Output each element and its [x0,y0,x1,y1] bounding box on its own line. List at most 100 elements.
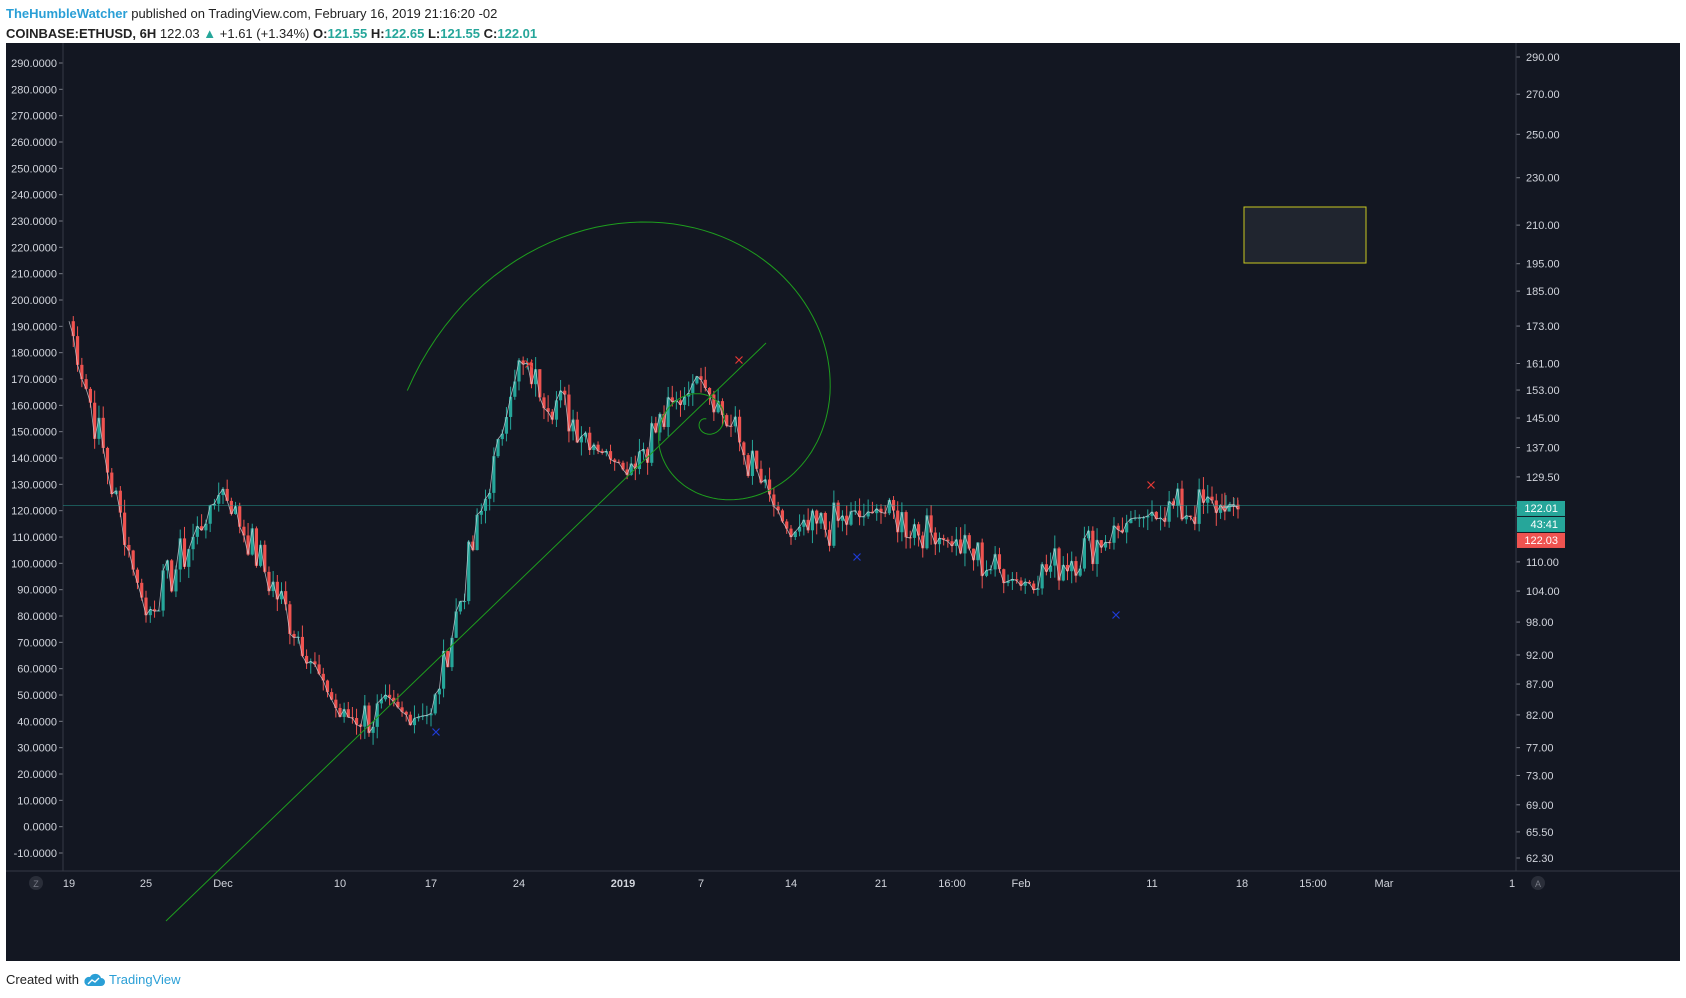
chart-background [6,43,1680,961]
candle-body [200,526,204,531]
candle-body [363,705,367,727]
candle-body [229,500,233,514]
candle-body [925,515,929,549]
close-label: C: [483,26,498,41]
tradingview-brand-link[interactable]: TradingView [108,972,181,987]
candle-body [625,469,629,475]
candle-body [1184,515,1188,520]
price-line [68,321,1239,734]
time-axis-label: Mar [1375,878,1394,890]
candle-body [421,715,425,717]
price-chart[interactable]: 290.0000280.0000270.0000260.0000250.0000… [6,43,1680,961]
candle-body [330,692,334,700]
last-price-tag: 122.01 [1517,500,1565,516]
candle-body [646,449,650,463]
candle-body [1032,583,1036,590]
candle-body [1146,515,1150,518]
tradingview-cloud-icon [84,973,105,986]
candle-body [1180,488,1184,520]
last-price-tag-label: 122.01 [1524,503,1558,515]
candle-body [836,502,840,521]
right-price-axis[interactable]: 290.00 270.00 250.00 230.00 210.00 195.00 185.… [1516,52,1560,865]
candle-body [993,554,997,570]
symbol-label: COINBASE:ETHUSD, 6H [6,26,157,41]
left-axis-tick-label: 40.0000 [17,716,57,728]
left-axis-tick-label: 140.0000 [11,453,57,465]
candle-body [471,541,475,551]
candle-body [225,488,229,501]
time-axis-label: 18 [1236,878,1248,890]
candle-body [929,515,933,533]
candle-body [785,521,789,529]
left-axis-tick-label: 280.0000 [11,84,57,96]
left-axis-tick-label: 210.0000 [11,269,57,281]
candle-body [755,450,759,469]
right-axis-tick-label: 210.00 [1526,220,1560,232]
drawings-layer[interactable] [165,206,1367,922]
left-axis-tick-label: -10.0000 [14,848,57,860]
candle-body [110,472,114,495]
left-axis-tick-label: 30.0000 [17,743,57,755]
candle-body [802,519,806,527]
right-axis-tick-label: 65.50 [1526,827,1554,839]
candle-body [588,432,592,451]
created-with-text: Created with [6,972,79,987]
candle-body [118,490,122,513]
candle-body [1074,561,1078,576]
candle-body [950,541,954,547]
candle-body [165,560,169,571]
candle-body [971,548,976,561]
golden-spiral[interactable] [406,221,831,501]
candle-body [832,502,836,546]
candle-body [1224,507,1228,509]
left-axis-tick-label: 10.0000 [17,795,57,807]
candle-body [921,535,925,549]
candle-body [157,610,161,612]
right-axis-tick-label: 92.00 [1526,650,1554,662]
left-axis-tick-label: 260.0000 [11,137,57,149]
candle-body [1201,489,1206,503]
swing-marker-icon [1112,611,1120,619]
candle-body [707,387,712,395]
time-axis[interactable]: 19 25 Dec 10 17 24 2019 7 14 21 16:00 Feb 11 18 15:00 M… [29,876,1545,890]
auto-scale-button[interactable]: A [1531,876,1545,890]
right-axis-tick-label: 104.00 [1526,586,1560,598]
candle-body [496,439,500,457]
plot-area[interactable] [6,43,1680,872]
candle-body [521,360,525,365]
candle-body [633,463,637,470]
left-scale-button[interactable]: Z [29,876,43,890]
candle-body [678,400,683,405]
candle-body [691,383,695,394]
trend-line[interactable] [165,342,767,922]
candle-body [963,535,967,554]
right-axis-tick-label: 250.00 [1526,129,1560,141]
candle-body [412,718,417,726]
candle-body [1227,504,1231,512]
right-axis-tick-label: 69.00 [1526,800,1554,812]
candle-body [1036,588,1040,590]
author-link[interactable]: TheHumbleWatcher [6,6,128,21]
time-axis-label: 24 [513,878,525,890]
candle-body [1053,548,1057,566]
target-rectangle[interactable] [1243,206,1367,264]
left-price-axis[interactable]: 290.0000 280.0000 270.0000 260.0000 250.0000… [11,58,63,860]
candle-body [1158,517,1163,519]
candle-body [1210,496,1214,501]
candle-body [383,694,388,700]
candle-body [1116,525,1120,530]
candle-body [1091,530,1095,565]
candle-body [989,569,993,571]
candle-body [379,699,383,704]
high-value: 122.65 [384,26,425,41]
candle-body [148,609,152,616]
candle-body [742,442,746,456]
right-axis-tick-label: 137.00 [1526,443,1560,455]
chart-container[interactable]: 290.0000 280.0000 270.0000 260.0000 250.0000… [6,43,1680,961]
candle-body [1133,517,1137,519]
candle-body [1078,568,1082,576]
high-label: H: [370,26,385,41]
candle-body [174,569,178,592]
candle-body [292,633,296,638]
candle-body [1095,540,1099,565]
